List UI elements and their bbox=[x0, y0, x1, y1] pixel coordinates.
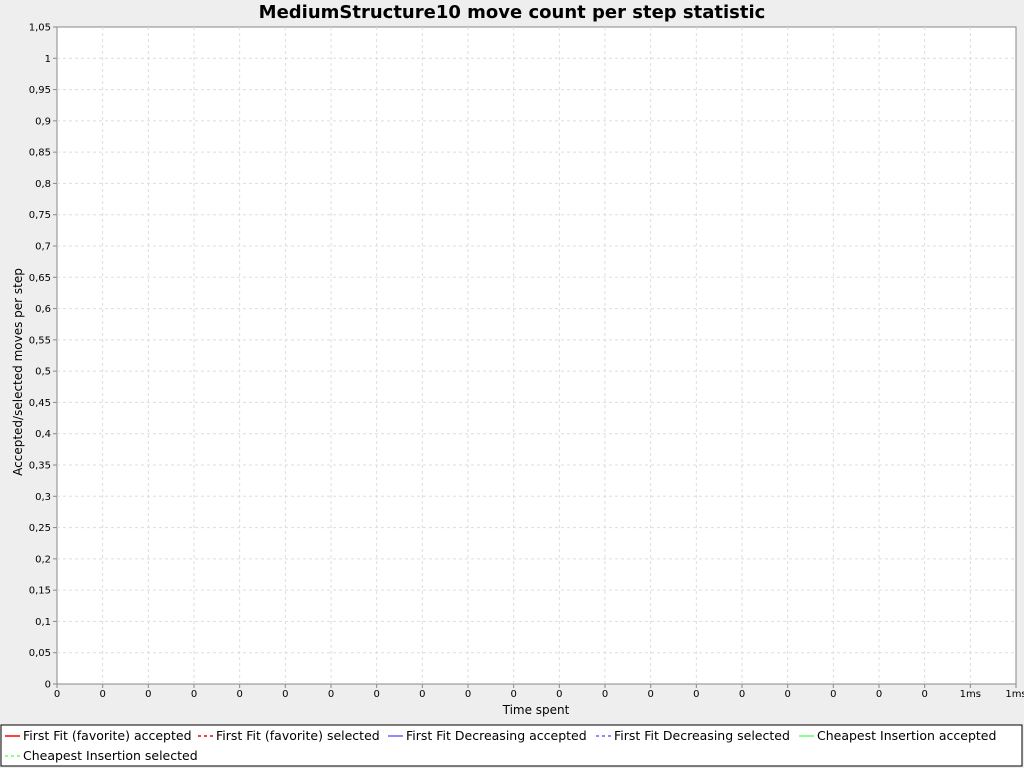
x-tick-label: 0 bbox=[647, 689, 653, 700]
y-tick-label: 0,8 bbox=[35, 179, 51, 190]
legend-label: First Fit (favorite) selected bbox=[216, 728, 380, 743]
y-tick-label: 0,3 bbox=[35, 492, 51, 503]
x-tick-label: 0 bbox=[54, 689, 60, 700]
x-tick-label: 1ms bbox=[1005, 689, 1024, 700]
legend-items: First Fit (favorite) accepted First Fit (… bbox=[5, 728, 996, 763]
x-tick-label: 0 bbox=[282, 689, 288, 700]
x-tick-label: 0 bbox=[145, 689, 151, 700]
legend-label: First Fit (favorite) accepted bbox=[23, 728, 192, 743]
x-tick-label: 0 bbox=[373, 689, 379, 700]
x-tick-label: 0 bbox=[784, 689, 790, 700]
y-tick-label: 0,45 bbox=[29, 398, 51, 409]
x-tick-label: 1ms bbox=[960, 689, 981, 700]
x-tick-label: 0 bbox=[693, 689, 699, 700]
y-tick-label: 1,05 bbox=[29, 23, 51, 34]
legend-label: Cheapest Insertion accepted bbox=[817, 728, 996, 743]
y-tick-label: 0,55 bbox=[29, 335, 51, 346]
y-tick-label: 1 bbox=[45, 54, 51, 65]
plot-area bbox=[56, 26, 1017, 685]
y-tick-label: 0,5 bbox=[35, 367, 51, 378]
y-tick-label: 0,65 bbox=[29, 273, 51, 284]
grid bbox=[57, 27, 1016, 684]
x-axis-label: Time spent bbox=[502, 703, 570, 717]
y-tick-label: 0 bbox=[45, 680, 51, 691]
y-tick-label: 0,2 bbox=[35, 554, 51, 565]
x-tick-label: 0 bbox=[191, 689, 197, 700]
legend-label: First Fit Decreasing accepted bbox=[406, 728, 587, 743]
y-tick-label: 0,35 bbox=[29, 461, 51, 472]
x-tick-label: 0 bbox=[602, 689, 608, 700]
x-tick-label: 0 bbox=[556, 689, 562, 700]
y-tick-label: 0,75 bbox=[29, 210, 51, 221]
x-tick-label: 0 bbox=[465, 689, 471, 700]
y-tick-label: 0,25 bbox=[29, 523, 51, 534]
y-tick-label: 0,1 bbox=[35, 617, 51, 628]
chart-title: MediumStructure10 move count per step st… bbox=[259, 2, 766, 23]
x-tick-label: 0 bbox=[99, 689, 105, 700]
y-tick-label: 0,6 bbox=[35, 304, 51, 315]
y-tick-label: 0,7 bbox=[35, 242, 51, 253]
x-tick-label: 0 bbox=[236, 689, 242, 700]
x-tick-label: 0 bbox=[328, 689, 334, 700]
y-tick-label: 0,4 bbox=[35, 429, 51, 440]
legend bbox=[0, 724, 1023, 767]
x-tick-label: 0 bbox=[876, 689, 882, 700]
x-tick-label: 0 bbox=[739, 689, 745, 700]
y-tick-label: 0,15 bbox=[29, 586, 51, 597]
y-tick-label: 0,85 bbox=[29, 148, 51, 159]
y-axis-label: Accepted/selected moves per step bbox=[11, 268, 25, 476]
x-tick-label: 0 bbox=[921, 689, 927, 700]
y-tick-label: 0,95 bbox=[29, 85, 51, 96]
y-tick-label: 0,05 bbox=[29, 648, 51, 659]
y-axis: 0 0,05 0,1 0,15 0,2 0,25 0,3 0,35 0,4 0,45 0,5 0,55… bbox=[29, 23, 57, 691]
x-tick-label: 0 bbox=[830, 689, 836, 700]
legend-label: First Fit Decreasing selected bbox=[614, 728, 790, 743]
legend-label: Cheapest Insertion selected bbox=[23, 748, 198, 763]
x-tick-label: 0 bbox=[510, 689, 516, 700]
x-tick-label: 0 bbox=[419, 689, 425, 700]
y-tick-label: 0,9 bbox=[35, 116, 51, 127]
x-axis: 0 0 0 0 0 0 0 0 0 0 0 0 0 0 0 0 0 0 0 0 1ms 1ms bbox=[54, 684, 1024, 700]
